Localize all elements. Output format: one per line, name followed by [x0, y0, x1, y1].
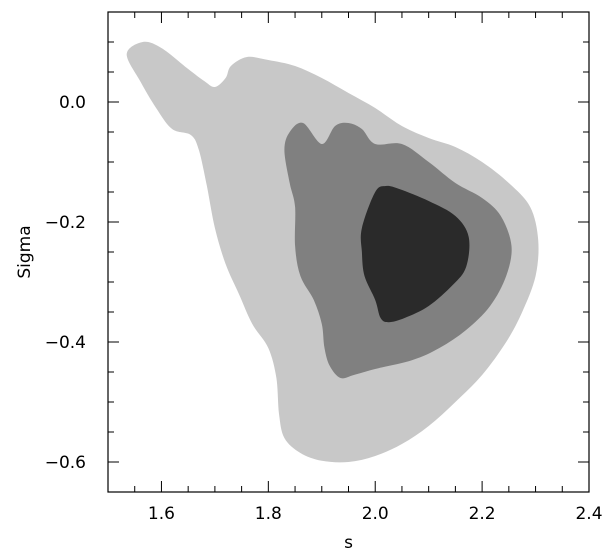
x-axis-label: s	[344, 533, 353, 552]
y-tick-label: −0.4	[45, 333, 86, 353]
x-tick-label: 1.6	[148, 504, 175, 524]
x-tick-label: 2.0	[362, 504, 389, 524]
x-tick-label: 2.2	[469, 504, 496, 524]
tick-labels: 1.6 1.8 2.0 2.2 2.4 0.0 −0.2 −0.4 −0.6	[45, 93, 603, 524]
y-tick-label: −0.2	[45, 213, 86, 233]
y-tick-label: 0.0	[59, 93, 86, 113]
x-tick-label: 1.8	[255, 504, 282, 524]
x-tick-label: 2.4	[575, 504, 602, 524]
y-tick-label: −0.6	[45, 453, 86, 473]
contour-layer	[126, 41, 539, 463]
y-axis-label: Sigma	[15, 225, 35, 278]
axis-ticks	[107, 11, 590, 493]
contour-region-inner	[360, 185, 470, 323]
